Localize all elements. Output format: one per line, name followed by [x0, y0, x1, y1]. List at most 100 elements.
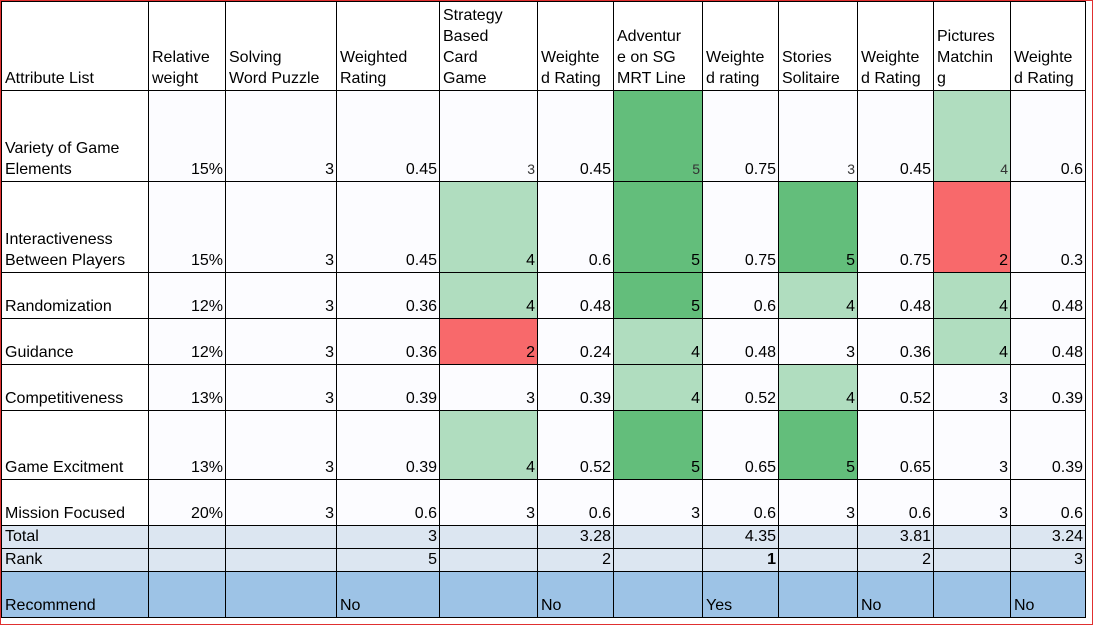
- weighted-rating-cell[interactable]: 0.48: [857, 272, 934, 319]
- rank-label[interactable]: Rank: [1, 548, 149, 572]
- recommend-label[interactable]: Recommend: [1, 571, 149, 618]
- weighted-rating-cell[interactable]: 0.6: [1010, 90, 1086, 182]
- rating-cell[interactable]: 5: [613, 181, 703, 273]
- rating-cell[interactable]: 4: [613, 318, 703, 365]
- rating-cell[interactable]: 3: [778, 318, 858, 365]
- weighted-rating-cell[interactable]: 0.36: [336, 318, 440, 365]
- weighted-rating-cell[interactable]: 0.45: [336, 90, 440, 182]
- weighted-rating-cell[interactable]: 0.48: [1010, 272, 1086, 319]
- weighted-rating-cell[interactable]: 0.39: [1010, 364, 1086, 411]
- rating-cell[interactable]: 2: [439, 318, 538, 365]
- total-value-cell[interactable]: [778, 525, 858, 549]
- rating-cell[interactable]: 3: [225, 272, 337, 319]
- rating-cell[interactable]: 3: [933, 479, 1011, 526]
- recommend-value-cell[interactable]: Yes: [702, 571, 779, 618]
- weight-cell[interactable]: 20%: [148, 479, 226, 526]
- rating-cell[interactable]: 3: [439, 364, 538, 411]
- column-header[interactable]: Weighted Rating: [336, 1, 440, 91]
- weighted-rating-cell[interactable]: 0.52: [702, 364, 779, 411]
- rating-cell[interactable]: 3: [933, 364, 1011, 411]
- recommend-value-cell[interactable]: No: [1010, 571, 1086, 618]
- weighted-rating-cell[interactable]: 0.6: [537, 181, 614, 273]
- total-value-cell[interactable]: 4.35: [702, 525, 779, 549]
- rating-cell[interactable]: 3: [225, 479, 337, 526]
- weighted-rating-cell[interactable]: 0.6: [857, 479, 934, 526]
- rating-cell[interactable]: 5: [613, 272, 703, 319]
- weighted-rating-cell[interactable]: 0.39: [336, 364, 440, 411]
- recommend-value-cell[interactable]: No: [537, 571, 614, 618]
- rank-value-cell[interactable]: [439, 548, 538, 572]
- column-header[interactable]: Weighte d rating: [702, 1, 779, 91]
- rating-cell[interactable]: 5: [613, 410, 703, 480]
- rating-cell[interactable]: 4: [439, 181, 538, 273]
- recommend-value-cell[interactable]: No: [336, 571, 440, 618]
- total-value-cell[interactable]: [933, 525, 1011, 549]
- total-value-cell[interactable]: 3.24: [1010, 525, 1086, 549]
- weight-cell[interactable]: 15%: [148, 90, 226, 182]
- weighted-rating-cell[interactable]: 0.52: [537, 410, 614, 480]
- column-header[interactable]: Adventur e on SG MRT Line: [613, 1, 703, 91]
- recommend-value-cell[interactable]: No: [857, 571, 934, 618]
- weighted-rating-cell[interactable]: 0.36: [336, 272, 440, 319]
- rating-cell[interactable]: 3: [778, 90, 858, 182]
- rating-cell[interactable]: 4: [439, 272, 538, 319]
- rating-cell[interactable]: 4: [778, 272, 858, 319]
- recommend-value-cell[interactable]: [933, 571, 1011, 618]
- rating-cell[interactable]: 5: [613, 90, 703, 182]
- recommend-value-cell[interactable]: [439, 571, 538, 618]
- column-header[interactable]: Solving Word Puzzle: [225, 1, 337, 91]
- rank-value-cell[interactable]: 2: [857, 548, 934, 572]
- weighted-rating-cell[interactable]: 0.45: [857, 90, 934, 182]
- rating-cell[interactable]: 3: [439, 479, 538, 526]
- weight-cell[interactable]: 12%: [148, 272, 226, 319]
- column-header[interactable]: Relative weight: [148, 1, 226, 91]
- attribute-cell[interactable]: Guidance: [1, 318, 149, 365]
- weight-cell[interactable]: 12%: [148, 318, 226, 365]
- weight-cell[interactable]: 13%: [148, 364, 226, 411]
- weighted-rating-cell[interactable]: 0.65: [702, 410, 779, 480]
- rating-cell[interactable]: 3: [225, 90, 337, 182]
- column-header[interactable]: Pictures Matchin g: [933, 1, 1011, 91]
- weighted-rating-cell[interactable]: 0.39: [1010, 410, 1086, 480]
- weighted-rating-cell[interactable]: 0.39: [537, 364, 614, 411]
- rating-cell[interactable]: 5: [778, 410, 858, 480]
- attribute-cell[interactable]: Variety of Game Elements: [1, 90, 149, 182]
- attribute-cell[interactable]: Competitiveness: [1, 364, 149, 411]
- header-attribute-list[interactable]: Attribute List: [1, 1, 149, 91]
- attribute-cell[interactable]: Interactiveness Between Players: [1, 181, 149, 273]
- rank-value-cell[interactable]: 5: [336, 548, 440, 572]
- column-header[interactable]: Strategy Based Card Game: [439, 1, 538, 91]
- weighted-rating-cell[interactable]: 0.36: [857, 318, 934, 365]
- weighted-rating-cell[interactable]: 0.45: [336, 181, 440, 273]
- rank-value-cell[interactable]: 2: [537, 548, 614, 572]
- recommend-value-cell[interactable]: [148, 571, 226, 618]
- rating-cell[interactable]: 3: [933, 410, 1011, 480]
- column-header[interactable]: Weighte d Rating: [857, 1, 934, 91]
- rating-cell[interactable]: 4: [778, 364, 858, 411]
- rank-value-cell[interactable]: [933, 548, 1011, 572]
- weighted-rating-cell[interactable]: 0.48: [1010, 318, 1086, 365]
- total-value-cell[interactable]: 3.81: [857, 525, 934, 549]
- rating-cell[interactable]: 3: [439, 90, 538, 182]
- total-label[interactable]: Total: [1, 525, 149, 549]
- weighted-rating-cell[interactable]: 0.75: [702, 90, 779, 182]
- attribute-cell[interactable]: Mission Focused: [1, 479, 149, 526]
- weighted-rating-cell[interactable]: 0.45: [537, 90, 614, 182]
- weighted-rating-cell[interactable]: 0.52: [857, 364, 934, 411]
- column-header[interactable]: Weighte d Rating: [537, 1, 614, 91]
- rank-value-cell[interactable]: 1: [702, 548, 779, 572]
- total-value-cell[interactable]: [439, 525, 538, 549]
- rank-value-cell[interactable]: 3: [1010, 548, 1086, 572]
- rating-cell[interactable]: 3: [225, 318, 337, 365]
- rating-cell[interactable]: 4: [933, 318, 1011, 365]
- weight-cell[interactable]: 15%: [148, 181, 226, 273]
- weighted-rating-cell[interactable]: 0.24: [537, 318, 614, 365]
- rating-cell[interactable]: 3: [778, 479, 858, 526]
- weighted-rating-cell[interactable]: 0.6: [1010, 479, 1086, 526]
- rating-cell[interactable]: 4: [933, 90, 1011, 182]
- weighted-rating-cell[interactable]: 0.75: [857, 181, 934, 273]
- rank-value-cell[interactable]: [778, 548, 858, 572]
- rating-cell[interactable]: 5: [778, 181, 858, 273]
- rating-cell[interactable]: 3: [225, 364, 337, 411]
- rating-cell[interactable]: 4: [439, 410, 538, 480]
